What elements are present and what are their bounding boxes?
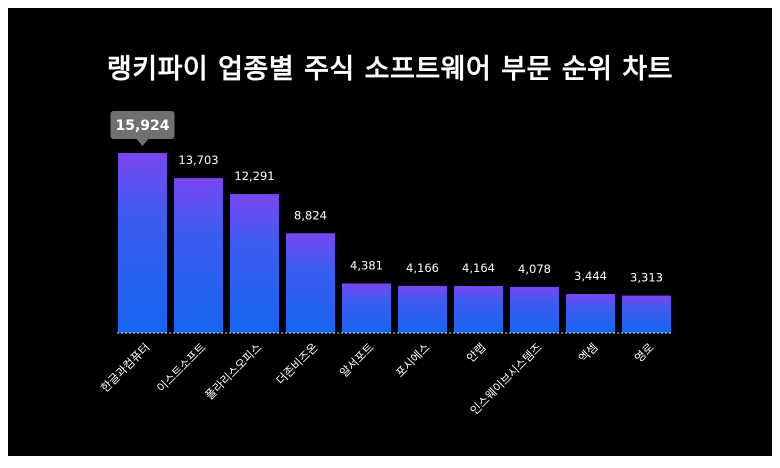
- category-label-7: 안랩: [464, 340, 489, 365]
- category-label-3: 폴라리스오피스: [202, 340, 264, 402]
- category-label-9: 엑셈: [576, 340, 601, 365]
- value-label-3: 12,291: [234, 169, 274, 183]
- bar-10: [622, 295, 671, 333]
- bar-1: [118, 153, 167, 333]
- value-label-8: 4,078: [518, 262, 551, 276]
- bar-8: [510, 286, 559, 333]
- value-label-7: 4,164: [462, 261, 495, 275]
- category-label-2: 이스트소프트: [154, 340, 209, 395]
- bar-4: [286, 233, 335, 333]
- chart-title: 랭키파이 업종별 주식 소프트웨어 부문 순위 차트: [106, 54, 674, 85]
- bar-9: [566, 294, 615, 333]
- bar-3: [230, 194, 279, 333]
- bar-7: [454, 285, 503, 333]
- category-label-4: 더존비즈온: [273, 340, 320, 387]
- value-label-10: 3,313: [630, 271, 663, 285]
- value-label-1: 15,924: [115, 118, 169, 134]
- value-label-4: 8,824: [294, 208, 327, 222]
- category-label-6: 포시에스: [393, 340, 433, 380]
- value-label-5: 4,381: [350, 258, 383, 272]
- value-label-6: 4,166: [406, 261, 439, 275]
- highlight-pointer: [136, 139, 149, 146]
- bar-6: [398, 285, 447, 333]
- category-label-1: 한글과컴퓨터: [98, 340, 153, 395]
- bar-2: [174, 178, 223, 333]
- category-label-10: 영로: [632, 340, 657, 365]
- value-label-9: 3,444: [574, 269, 607, 283]
- highlight-callout: [110, 111, 175, 139]
- value-label-2: 13,703: [178, 153, 218, 167]
- bar-5: [342, 283, 391, 333]
- category-label-5: 알서포트: [337, 340, 377, 380]
